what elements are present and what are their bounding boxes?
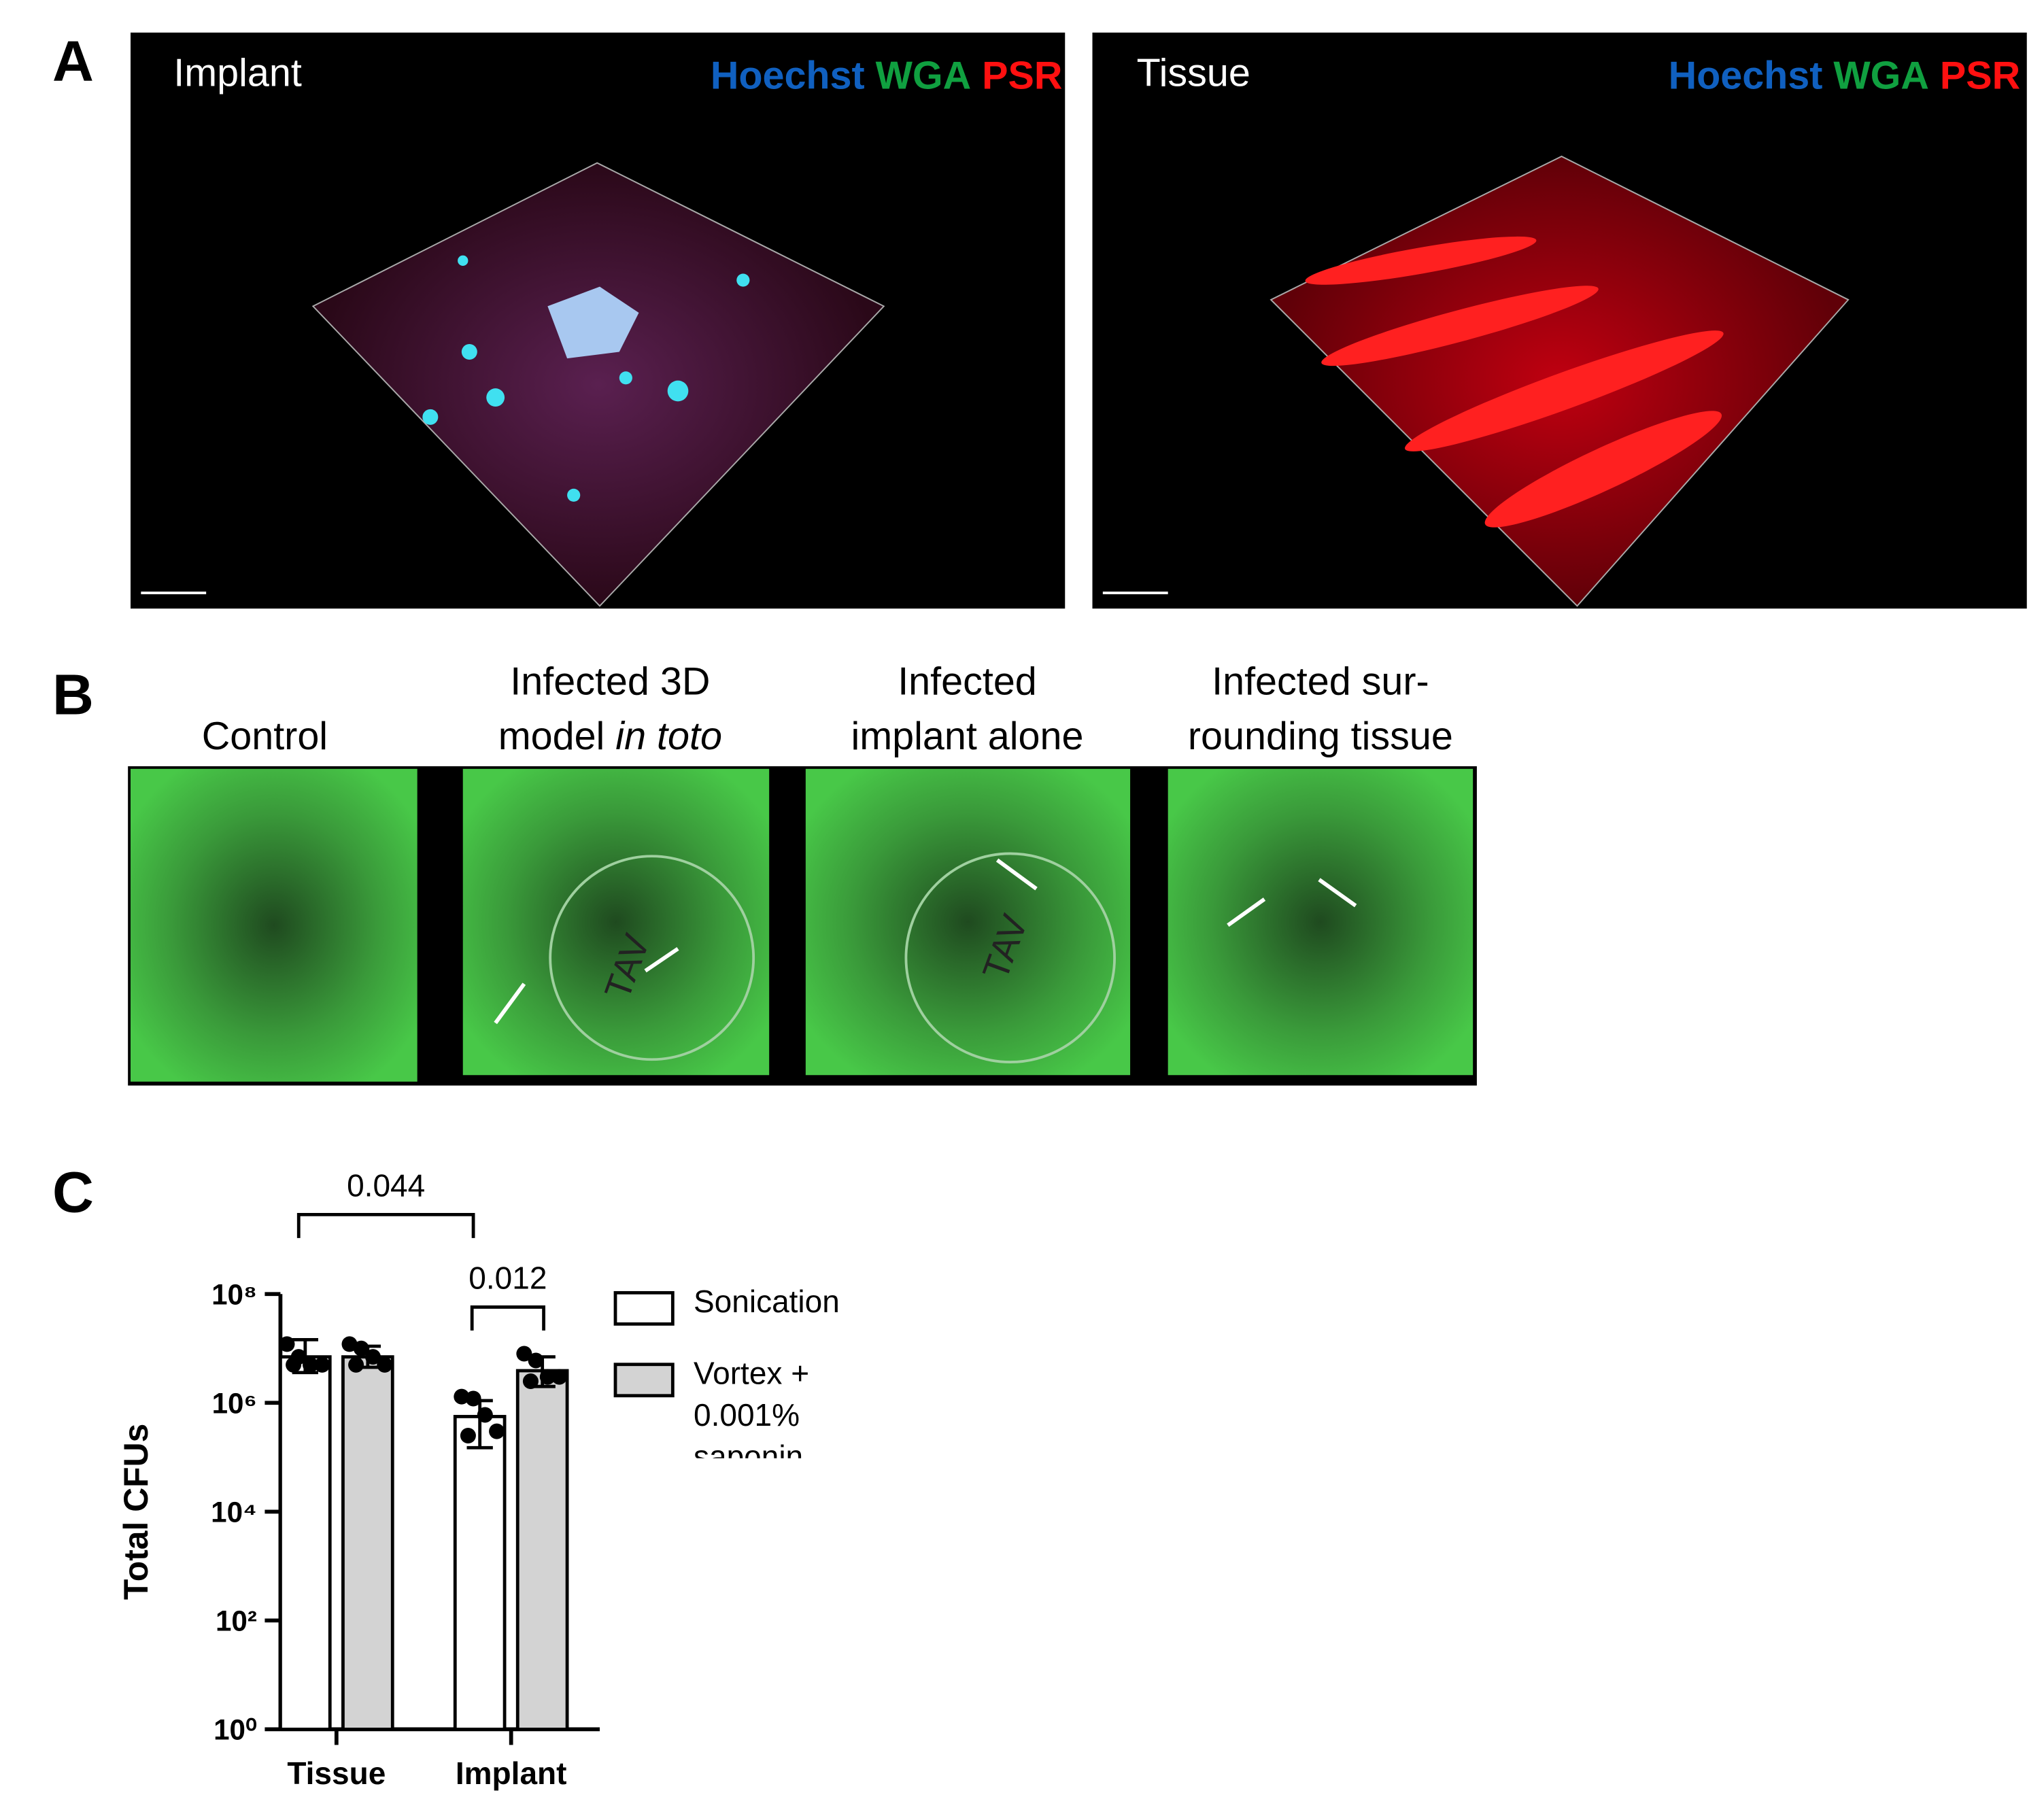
micrograph	[1092, 32, 2027, 609]
y-tick-label: 10⁰	[214, 1714, 257, 1746]
well-rim	[549, 855, 755, 1061]
legend-item: Vortex + 0.001% saponin	[694, 1356, 810, 1458]
chart: 10⁰ 10² 10⁴ 10⁶ 10⁸ Total CFUs Tissue Implant 0.…	[117, 1168, 840, 1791]
panel-letter: C	[52, 1161, 94, 1225]
bar	[341, 1355, 394, 1731]
legend-label: Vortex + 0.001% saponin	[694, 1356, 810, 1458]
stain: WGA	[876, 54, 972, 97]
data-point	[348, 1356, 364, 1373]
data-point	[341, 1336, 358, 1352]
well-photo	[131, 768, 418, 1082]
data-point	[303, 1356, 318, 1373]
stain-legend: Hoechst WGA PSR	[1669, 54, 2021, 97]
caption-text: model	[498, 715, 605, 758]
legend-label: Sonication	[694, 1284, 840, 1320]
data-point	[539, 1369, 556, 1385]
well-caption: Infected	[898, 660, 1037, 704]
p-value: 0.044	[347, 1168, 425, 1203]
bar	[515, 1369, 569, 1731]
legend-swatch	[613, 1363, 675, 1398]
well-caption: model in toto	[498, 715, 722, 758]
panel-letter: B	[52, 662, 94, 726]
caption-italic: in toto	[615, 715, 722, 758]
data-point	[279, 1336, 295, 1352]
legend-swatch	[613, 1290, 675, 1326]
data-point	[454, 1388, 470, 1405]
data-point	[528, 1352, 544, 1369]
well-rim	[904, 852, 1116, 1063]
bar	[279, 1355, 332, 1731]
well-caption: Infected 3D	[510, 660, 710, 704]
y-tick-label: 10⁴	[211, 1496, 257, 1528]
y-axis-label: Total CFUs	[117, 1424, 155, 1600]
arrows	[494, 858, 1357, 1025]
well-caption: Infected sur-	[1212, 660, 1429, 704]
data-point	[465, 1390, 481, 1407]
data-point	[286, 1356, 302, 1373]
data-point	[477, 1407, 493, 1423]
data-point	[460, 1427, 476, 1443]
data-point	[314, 1356, 330, 1373]
y-tick-label: 10²	[216, 1605, 257, 1637]
data-point	[489, 1423, 505, 1439]
data-point	[353, 1340, 369, 1356]
significance-bracket	[470, 1305, 545, 1331]
data-point	[377, 1356, 393, 1373]
image-title: Tissue	[1137, 52, 1250, 95]
bar	[453, 1415, 507, 1731]
image-title: Implant	[173, 52, 302, 95]
data-point	[551, 1369, 568, 1385]
well-photo	[462, 768, 770, 1076]
y-tick-label: 10⁶	[212, 1388, 257, 1420]
well-caption: Control	[202, 715, 328, 758]
x-tick-label: Tissue	[287, 1756, 386, 1791]
data-point	[516, 1346, 532, 1362]
data-point	[522, 1373, 539, 1389]
stain: PSR	[1940, 54, 2020, 97]
well-photo	[1168, 768, 1474, 1076]
stain: Hoechst	[1669, 54, 1823, 97]
y-tick-label: 10⁸	[211, 1279, 257, 1311]
stain-legend: Hoechst WGA PSR	[711, 54, 1063, 97]
well-caption: rounding tissue	[1188, 715, 1453, 758]
well-photo	[805, 768, 1131, 1076]
stain: PSR	[982, 54, 1062, 97]
micrograph	[131, 32, 1066, 609]
x-tick-label: Implant	[456, 1756, 567, 1791]
stain: Hoechst	[711, 54, 865, 97]
stain: WGA	[1833, 54, 1929, 97]
significance-bracket	[296, 1212, 475, 1238]
legend-item: Sonication	[694, 1284, 840, 1320]
data-point	[365, 1349, 381, 1365]
p-value: 0.012	[469, 1261, 547, 1296]
panel-letter: A	[52, 29, 94, 93]
well-caption: implant alone	[851, 715, 1083, 758]
